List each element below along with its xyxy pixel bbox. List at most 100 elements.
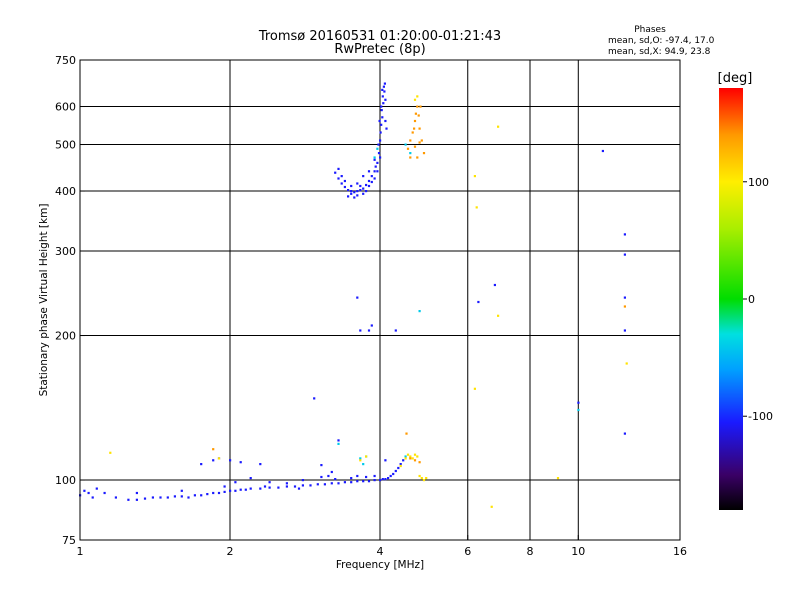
x-tick-label: 1 bbox=[77, 545, 84, 558]
data-point bbox=[285, 485, 288, 488]
data-point bbox=[83, 489, 86, 492]
data-point bbox=[382, 102, 385, 105]
x-tick-label: 6 bbox=[464, 545, 471, 558]
data-point bbox=[166, 496, 169, 499]
data-point bbox=[353, 196, 356, 199]
data-point bbox=[381, 116, 384, 119]
data-point bbox=[381, 95, 384, 98]
data-point bbox=[334, 171, 337, 174]
data-point bbox=[373, 479, 376, 482]
data-point bbox=[323, 483, 326, 486]
data-point bbox=[394, 329, 397, 332]
data-point bbox=[359, 184, 362, 188]
data-point bbox=[577, 408, 580, 412]
data-point bbox=[367, 480, 371, 483]
data-point bbox=[379, 479, 382, 482]
data-point bbox=[200, 494, 203, 497]
data-point bbox=[365, 190, 368, 193]
y-tick-label: 600 bbox=[55, 101, 76, 114]
data-point bbox=[370, 324, 373, 327]
data-point bbox=[367, 184, 371, 188]
data-point bbox=[413, 459, 417, 462]
data-point bbox=[330, 470, 333, 474]
data-point bbox=[418, 310, 421, 313]
data-point bbox=[229, 489, 232, 492]
data-point bbox=[362, 480, 365, 483]
data-point bbox=[337, 167, 340, 170]
data-point bbox=[327, 474, 330, 478]
data-point bbox=[409, 457, 412, 460]
data-point bbox=[497, 125, 500, 128]
phase-summary-x: mean, sd,X: 94.9, 23.8 bbox=[608, 47, 711, 57]
data-point bbox=[362, 192, 365, 195]
data-point bbox=[381, 88, 384, 91]
data-point bbox=[367, 170, 371, 173]
data-point bbox=[413, 453, 417, 456]
phase-summary-o: mean, sd,O: -97.4, 17.0 bbox=[608, 36, 715, 46]
data-point bbox=[425, 477, 428, 480]
data-point bbox=[493, 283, 496, 287]
data-points bbox=[79, 82, 628, 508]
data-point bbox=[623, 296, 626, 299]
data-point bbox=[200, 463, 203, 466]
data-point bbox=[193, 494, 196, 497]
data-point bbox=[173, 495, 176, 498]
data-point bbox=[309, 484, 312, 487]
data-point bbox=[409, 139, 412, 142]
data-point bbox=[356, 296, 359, 299]
data-point bbox=[377, 143, 380, 146]
data-point bbox=[343, 179, 346, 183]
data-point bbox=[409, 156, 412, 159]
x-tick-label: 8 bbox=[527, 545, 534, 558]
data-point bbox=[87, 491, 90, 495]
data-point bbox=[285, 482, 288, 485]
y-tick-label: 200 bbox=[55, 330, 76, 343]
data-point bbox=[212, 448, 215, 451]
data-point bbox=[383, 90, 386, 93]
data-point bbox=[399, 464, 402, 468]
data-point bbox=[356, 474, 359, 478]
colorbar bbox=[719, 88, 743, 510]
data-point bbox=[418, 461, 421, 464]
data-point bbox=[135, 491, 138, 495]
data-point bbox=[244, 488, 247, 491]
data-point bbox=[422, 152, 426, 155]
data-point bbox=[343, 185, 346, 189]
data-point bbox=[406, 453, 410, 456]
data-point bbox=[350, 477, 353, 480]
data-point bbox=[95, 487, 98, 490]
data-point bbox=[409, 152, 412, 155]
data-point bbox=[337, 177, 340, 180]
data-point bbox=[623, 253, 626, 256]
data-point bbox=[418, 474, 421, 478]
data-point bbox=[347, 195, 350, 198]
data-point bbox=[180, 489, 183, 492]
data-point bbox=[370, 175, 373, 178]
data-point bbox=[376, 170, 379, 173]
data-point bbox=[422, 479, 426, 482]
data-point bbox=[556, 477, 560, 480]
data-point bbox=[381, 478, 384, 481]
data-point bbox=[159, 496, 162, 499]
data-point bbox=[623, 432, 626, 435]
data-point bbox=[367, 179, 371, 183]
data-point bbox=[377, 152, 381, 155]
data-point bbox=[399, 463, 402, 466]
data-point bbox=[143, 497, 147, 500]
data-point bbox=[416, 455, 419, 458]
data-point bbox=[473, 175, 476, 178]
data-point bbox=[384, 98, 387, 101]
data-point bbox=[135, 498, 138, 501]
data-point bbox=[293, 485, 297, 488]
data-point bbox=[413, 127, 416, 130]
y-tick-label: 500 bbox=[55, 139, 76, 152]
data-point bbox=[234, 489, 237, 492]
colorbar-tick-label: -100 bbox=[748, 410, 773, 423]
data-point bbox=[623, 305, 626, 308]
data-point bbox=[414, 112, 417, 115]
data-point bbox=[392, 472, 395, 476]
data-point bbox=[380, 105, 383, 108]
data-point bbox=[103, 491, 106, 495]
data-point bbox=[356, 182, 359, 185]
data-point bbox=[380, 109, 383, 112]
